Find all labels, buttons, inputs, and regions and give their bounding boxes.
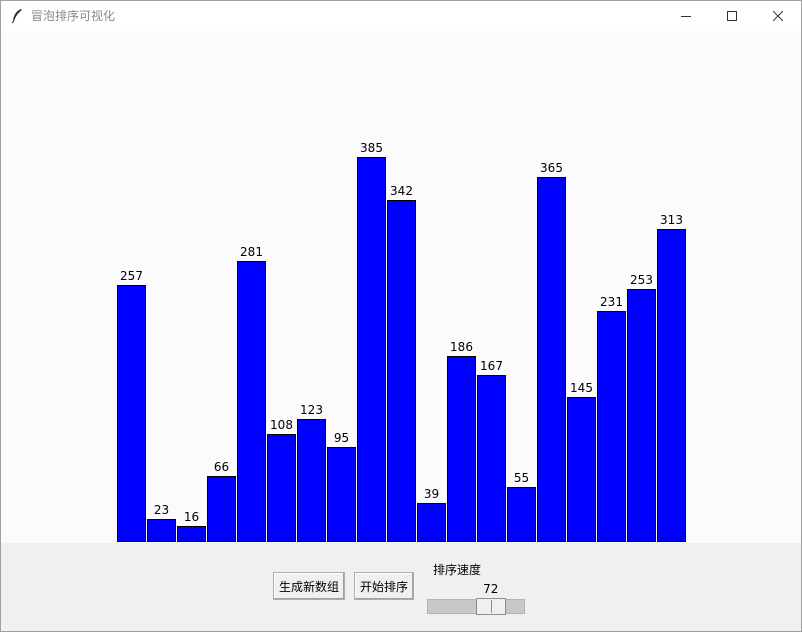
bar-value-label: 342 [390, 184, 413, 198]
bar-value-label: 108 [270, 418, 293, 432]
bar-value-label: 313 [660, 213, 683, 227]
bar-value-label: 145 [570, 381, 593, 395]
generate-array-button[interactable]: 生成新数组 [273, 572, 345, 600]
bar-value-label: 281 [240, 245, 263, 259]
speed-label: 排序速度 [433, 563, 482, 577]
close-button[interactable] [755, 1, 801, 31]
bar [387, 200, 416, 542]
bar [447, 356, 476, 542]
bar-value-label: 23 [153, 503, 170, 517]
speed-slider-handle[interactable] [475, 598, 506, 615]
bar [267, 434, 296, 542]
title-bar[interactable]: 冒泡排序可视化 [1, 1, 801, 31]
bar-value-label: 186 [450, 340, 473, 354]
bar [567, 397, 596, 542]
bar-value-label: 66 [213, 460, 230, 474]
bar [597, 311, 626, 542]
bar [537, 177, 566, 542]
bar [417, 503, 446, 542]
window-title: 冒泡排序可视化 [31, 9, 116, 23]
bar [657, 229, 686, 542]
control-panel: 生成新数组 开始排序 排序速度 72 [1, 543, 801, 631]
visualization-canvas: 257 23 16 66 281 108 123 95 385 342 39 186 167 55 365 1… [1, 31, 801, 543]
maximize-button[interactable] [709, 1, 755, 31]
bar-value-label: 39 [423, 487, 440, 501]
bar-value-label: 231 [600, 295, 623, 309]
bar-value-label: 385 [360, 141, 383, 155]
bar-value-label: 95 [333, 431, 350, 445]
minimize-icon [681, 16, 691, 17]
start-sort-button[interactable]: 开始排序 [354, 572, 414, 600]
bar-value-label: 167 [480, 359, 503, 373]
bar-value-label: 365 [540, 161, 563, 175]
bar [477, 375, 506, 542]
bar-value-label: 16 [183, 510, 200, 524]
bar [627, 289, 656, 542]
bar [117, 285, 146, 542]
bar [507, 487, 536, 542]
bar [207, 476, 236, 542]
bar-value-label: 257 [120, 269, 143, 283]
bar [147, 519, 176, 542]
bar-value-label: 55 [513, 471, 530, 485]
bar [357, 157, 386, 542]
bar-value-label: 123 [300, 403, 323, 417]
bar [177, 526, 206, 542]
bar [327, 447, 356, 542]
bar [297, 419, 326, 542]
close-icon [773, 11, 783, 21]
maximize-icon [727, 11, 737, 21]
bar-value-label: 253 [630, 273, 653, 287]
bar [237, 261, 266, 542]
feather-icon [11, 9, 22, 24]
speed-value: 72 [483, 582, 499, 596]
minimize-button[interactable] [663, 1, 709, 31]
